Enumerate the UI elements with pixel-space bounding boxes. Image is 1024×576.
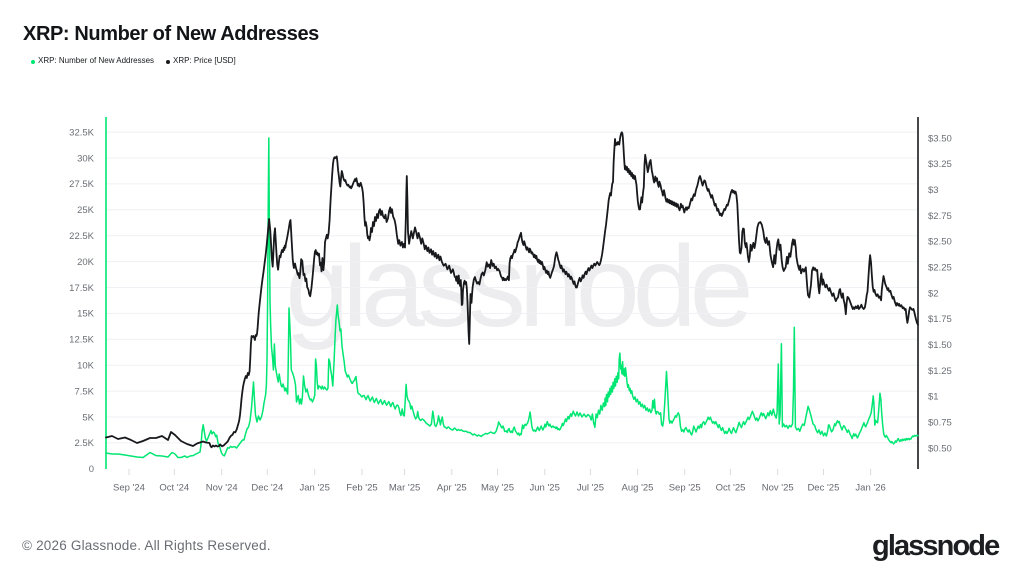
svg-text:15K: 15K xyxy=(77,309,95,320)
svg-text:Oct '25: Oct '25 xyxy=(716,483,746,494)
svg-text:Jan '25: Jan '25 xyxy=(300,483,330,494)
svg-text:Nov '25: Nov '25 xyxy=(762,483,794,494)
svg-text:$0.75: $0.75 xyxy=(928,417,952,428)
svg-text:May '25: May '25 xyxy=(481,483,514,494)
svg-text:25K: 25K xyxy=(77,205,95,216)
svg-text:Mar '25: Mar '25 xyxy=(389,483,420,494)
svg-text:$1.75: $1.75 xyxy=(928,314,952,325)
svg-text:Dec '25: Dec '25 xyxy=(807,483,839,494)
svg-text:30K: 30K xyxy=(77,153,95,164)
svg-text:Sep '25: Sep '25 xyxy=(669,483,701,494)
svg-text:$1.50: $1.50 xyxy=(928,340,952,351)
svg-text:$1.25: $1.25 xyxy=(928,366,952,377)
svg-text:Aug '25: Aug '25 xyxy=(622,483,654,494)
svg-text:10K: 10K xyxy=(77,361,95,372)
svg-text:5K: 5K xyxy=(82,412,94,423)
svg-text:Feb '25: Feb '25 xyxy=(346,483,377,494)
svg-text:Jan '26: Jan '26 xyxy=(855,483,885,494)
svg-text:27.5K: 27.5K xyxy=(69,179,94,190)
svg-text:32.5K: 32.5K xyxy=(69,127,94,138)
svg-text:$3: $3 xyxy=(928,185,939,196)
svg-text:Apr '25: Apr '25 xyxy=(437,483,467,494)
svg-text:Jun '25: Jun '25 xyxy=(530,483,560,494)
svg-text:22.5K: 22.5K xyxy=(69,231,94,242)
svg-text:Sep '24: Sep '24 xyxy=(113,483,145,494)
svg-text:$2.50: $2.50 xyxy=(928,237,952,248)
svg-text:2.5K: 2.5K xyxy=(74,438,94,449)
svg-text:7.5K: 7.5K xyxy=(74,386,94,397)
svg-text:$3.50: $3.50 xyxy=(928,133,952,144)
svg-text:$3.25: $3.25 xyxy=(928,159,952,170)
svg-text:20K: 20K xyxy=(77,257,95,268)
svg-text:$2.25: $2.25 xyxy=(928,262,952,273)
svg-text:$2.75: $2.75 xyxy=(928,211,952,222)
svg-text:$0.50: $0.50 xyxy=(928,443,952,454)
svg-text:Nov '24: Nov '24 xyxy=(206,483,238,494)
svg-text:12.5K: 12.5K xyxy=(69,335,94,346)
svg-text:Jul '25: Jul '25 xyxy=(577,483,604,494)
svg-text:Oct '24: Oct '24 xyxy=(159,483,189,494)
svg-text:0: 0 xyxy=(89,464,94,475)
svg-text:Dec '24: Dec '24 xyxy=(251,483,283,494)
svg-text:$1: $1 xyxy=(928,392,939,403)
svg-text:17.5K: 17.5K xyxy=(69,283,94,294)
svg-text:$2: $2 xyxy=(928,288,939,299)
